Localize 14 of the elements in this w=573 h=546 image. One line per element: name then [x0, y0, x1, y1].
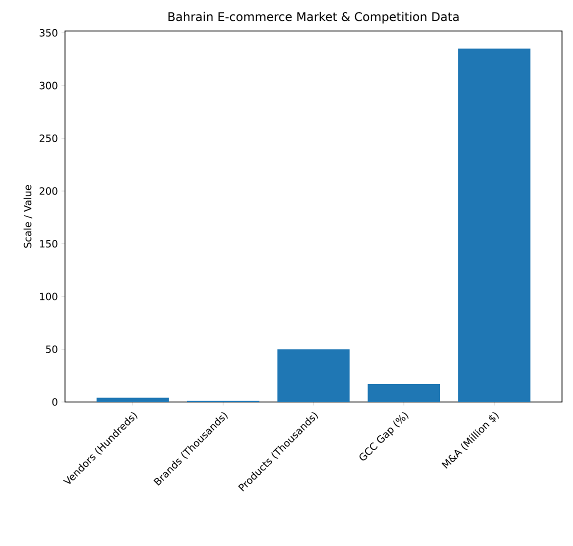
y-tick-label: 300 — [40, 82, 58, 90]
chart-title: Bahrain E-commerce Market & Competition Data — [168, 12, 459, 24]
bar — [277, 349, 350, 402]
bar — [96, 398, 169, 402]
y-tick-label: 100 — [40, 292, 58, 300]
y-axis-title: Scale / Value — [24, 185, 32, 248]
bar — [458, 48, 530, 402]
y-tick-label: 0 — [52, 398, 58, 406]
bar — [368, 384, 440, 402]
y-tick-label: 50 — [46, 345, 58, 354]
y-tick-label: 350 — [40, 29, 58, 37]
y-tick-label: 250 — [40, 134, 58, 142]
y-tick-label: 200 — [40, 187, 58, 195]
y-tick-label: 150 — [40, 240, 58, 248]
